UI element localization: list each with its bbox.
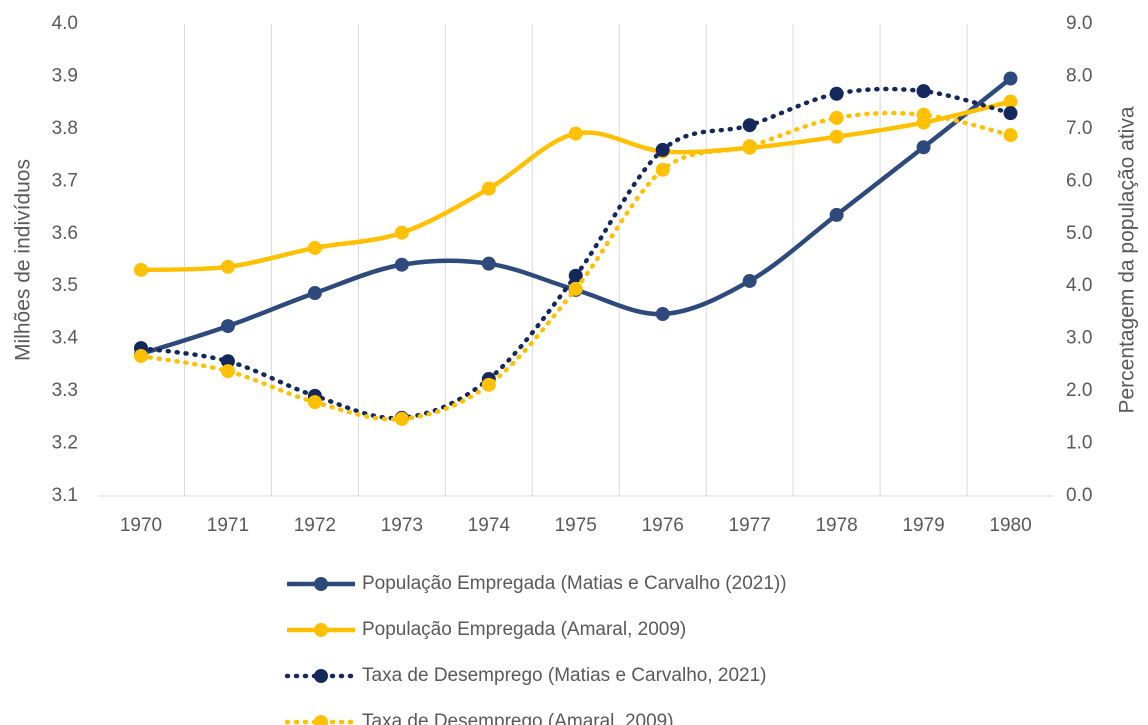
x-tick-label: 1976: [642, 515, 684, 536]
y-tick-label: 3.4: [52, 328, 79, 349]
y-tick-label: 3.7: [52, 170, 78, 191]
y2-tick-label: 2.0: [1066, 380, 1092, 401]
x-tick-label: 1977: [729, 515, 771, 536]
y2-tick-label: 7.0: [1066, 118, 1092, 139]
legend-marker: [314, 623, 328, 637]
data-point: [220, 319, 235, 334]
y2-tick-label: 4.0: [1066, 275, 1092, 296]
x-tick-label: 1974: [468, 515, 511, 536]
data-point: [133, 262, 148, 277]
x-tick-label: 1978: [815, 515, 857, 536]
y2-tick-label: 3.0: [1066, 328, 1092, 349]
data-point: [916, 107, 931, 122]
legend-marker: [314, 715, 328, 725]
y2-tick-label: 0.0: [1066, 485, 1092, 506]
data-point: [220, 364, 235, 379]
x-tick-label: 1971: [207, 515, 249, 536]
data-point: [220, 259, 235, 274]
data-point: [829, 129, 844, 144]
data-point: [916, 140, 931, 155]
x-tick-label: 1979: [902, 515, 944, 536]
data-point: [742, 273, 757, 288]
y2-tick-label: 1.0: [1066, 433, 1092, 454]
data-point: [655, 307, 670, 322]
y2-tick-label: 5.0: [1066, 223, 1092, 244]
data-point: [1003, 128, 1018, 143]
y-tick-label: 3.9: [52, 65, 78, 86]
data-point: [829, 110, 844, 125]
legend-marker: [314, 669, 328, 683]
y-tick-label: 3.5: [52, 275, 78, 296]
x-tick-label: 1975: [555, 515, 597, 536]
data-point: [568, 268, 583, 283]
y2-axis-title: Percentagem da população ativa: [1116, 106, 1139, 413]
data-point: [655, 142, 670, 157]
y2-tick-label: 6.0: [1066, 170, 1092, 191]
legend-label: Taxa de Desemprego (Matias e Carvalho, 2…: [362, 665, 766, 686]
data-point: [916, 84, 931, 99]
x-tick-label: 1980: [989, 515, 1031, 536]
data-point: [742, 139, 757, 154]
legend-label: População Empregada (Amaral, 2009): [362, 619, 686, 640]
data-point: [307, 286, 322, 301]
data-point: [307, 240, 322, 255]
data-point: [829, 207, 844, 222]
y-tick-label: 3.8: [52, 118, 78, 139]
data-point: [481, 377, 496, 392]
y-tick-label: 3.1: [52, 485, 78, 506]
y-tick-label: 3.3: [52, 380, 78, 401]
legend-label: População Empregada (Matias e Carvalho (…: [362, 573, 787, 594]
legend-marker: [314, 577, 328, 591]
data-point: [655, 162, 670, 177]
x-tick-label: 1972: [294, 515, 336, 536]
y2-tick-label: 8.0: [1066, 65, 1092, 86]
y-tick-label: 3.6: [52, 223, 78, 244]
data-point: [1003, 71, 1018, 86]
data-point: [1003, 106, 1018, 121]
y2-tick-label: 9.0: [1066, 13, 1092, 34]
data-point: [568, 281, 583, 296]
data-point: [481, 181, 496, 196]
data-point: [220, 354, 235, 369]
data-point: [133, 348, 148, 363]
data-point: [568, 126, 583, 141]
data-point: [394, 411, 409, 426]
legend-label: Taxa de Desemprego (Amaral, 2009): [362, 711, 674, 725]
data-point: [1003, 94, 1018, 109]
data-point: [829, 86, 844, 101]
data-point: [481, 256, 496, 271]
data-point: [307, 395, 322, 410]
data-point: [394, 257, 409, 272]
y-tick-label: 3.2: [52, 433, 78, 454]
x-tick-label: 1970: [120, 515, 162, 536]
y-tick-label: 4.0: [52, 13, 78, 34]
data-point: [742, 118, 757, 133]
y-axis-title: Milhões de indivíduos: [12, 159, 35, 361]
data-point: [394, 225, 409, 240]
x-tick-label: 1973: [381, 515, 423, 536]
